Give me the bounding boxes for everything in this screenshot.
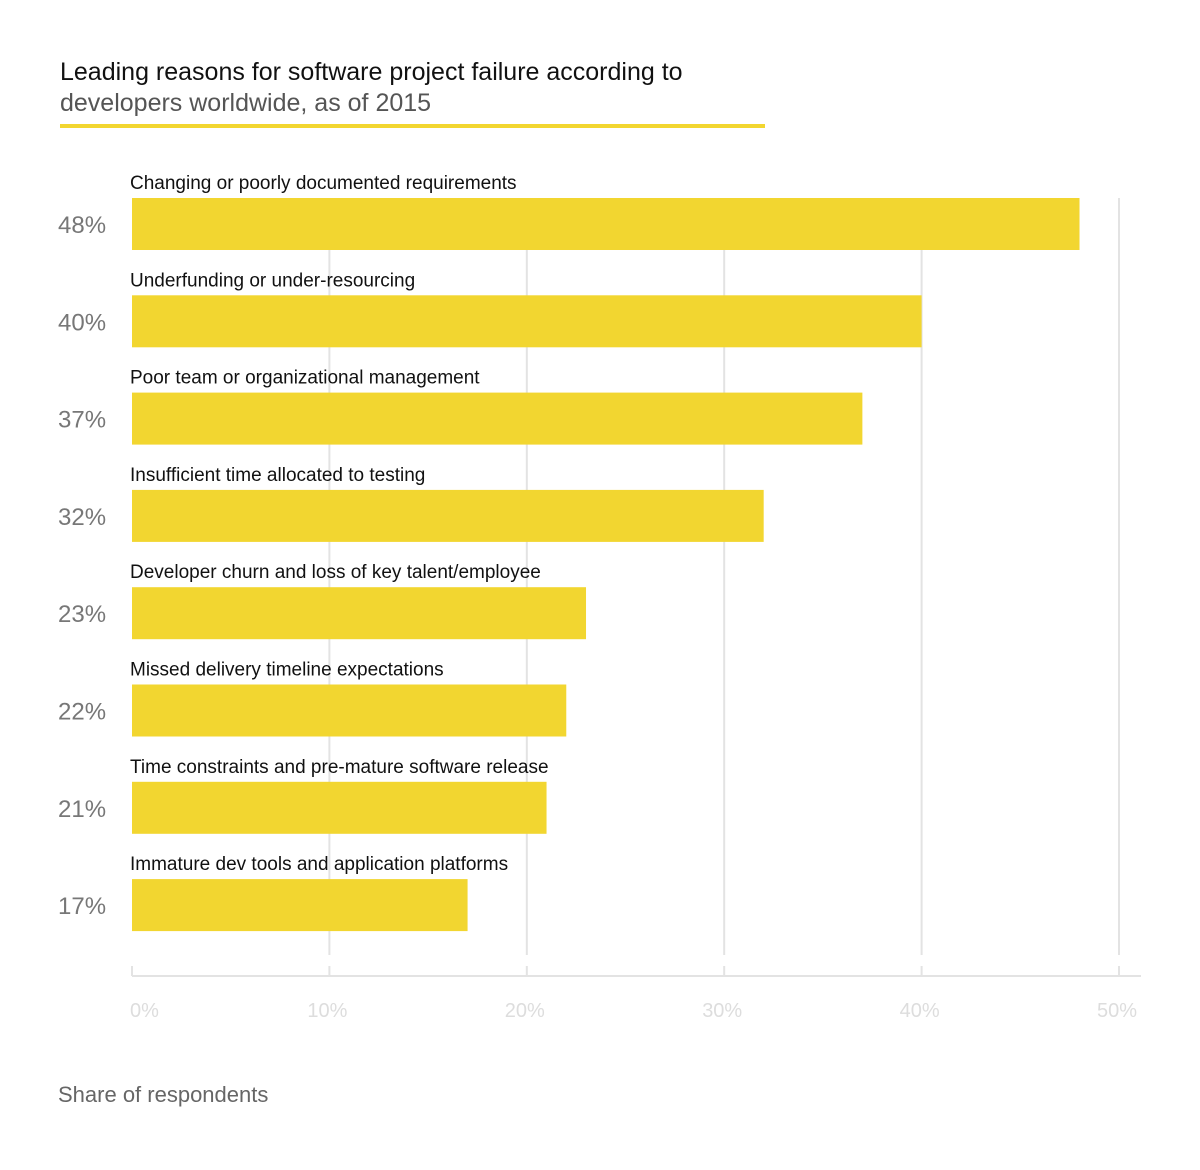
value-label-4: 32%	[58, 504, 106, 531]
bar-5	[132, 587, 587, 640]
value-label-6: 22%	[58, 699, 106, 726]
bar-7	[132, 781, 547, 834]
value-label-1: 48%	[58, 212, 106, 239]
x-tick-label-50: 50%	[1097, 1000, 1137, 1022]
bar-8	[132, 879, 468, 932]
value-label-2: 40%	[58, 309, 106, 336]
bar-4	[132, 489, 764, 542]
chart-title-line1: Leading reasons for software project fai…	[60, 58, 683, 86]
x-tick-label-0: 0%	[130, 1000, 159, 1022]
x-axis: 0% 10% 20% 30% 40% 50%	[130, 966, 1141, 1022]
category-label-2: Underfunding or under-resourcing	[130, 270, 415, 291]
category-label-3: Poor team or organizational management	[130, 368, 480, 389]
value-labels: 48% 40% 37% 32% 23% 22% 21% 17%	[58, 212, 106, 920]
category-label-1: Changing or poorly documented requiremen…	[130, 173, 517, 194]
category-label-8: Immature dev tools and application platf…	[130, 854, 508, 875]
x-tick-label-40: 40%	[900, 1000, 940, 1022]
bars	[132, 198, 1080, 932]
x-tick-label-20: 20%	[505, 1000, 545, 1022]
category-labels: Changing or poorly documented requiremen…	[130, 173, 549, 875]
value-label-5: 23%	[58, 601, 106, 628]
bar-6	[132, 684, 567, 737]
category-label-7: Time constraints and pre-mature software…	[130, 757, 549, 778]
value-label-3: 37%	[58, 407, 106, 434]
bar-1	[132, 198, 1080, 250]
value-label-8: 17%	[58, 893, 106, 920]
x-tick-label-10: 10%	[307, 1000, 347, 1022]
chart-title: Leading reasons for software project fai…	[60, 56, 765, 128]
category-label-6: Missed delivery timeline expectations	[130, 660, 444, 681]
bar-3	[132, 392, 863, 445]
x-tick-label-30: 30%	[702, 1000, 742, 1022]
value-label-7: 21%	[58, 796, 106, 823]
category-label-5: Developer churn and loss of key talent/e…	[130, 562, 541, 583]
chart-subtitle: developers worldwide, as of 2015	[60, 89, 432, 117]
bar-2	[132, 295, 922, 348]
category-label-4: Insufficient time allocated to testing	[130, 465, 425, 486]
x-axis-title: Share of respondents	[58, 1082, 269, 1107]
